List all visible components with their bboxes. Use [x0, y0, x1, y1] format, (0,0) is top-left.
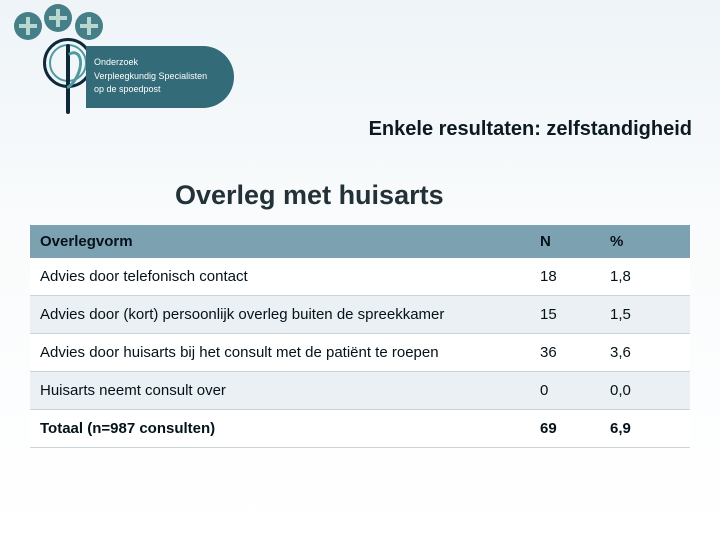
cell-n: 18	[530, 258, 600, 296]
table-total-row: Totaal (n=987 consulten) 69 6,9	[30, 410, 690, 448]
results-table: Overlegvorm N % Advies door telefonisch …	[30, 225, 690, 448]
cell-pct: 1,5	[600, 296, 690, 334]
table-row: Advies door telefonisch contact 18 1,8	[30, 258, 690, 296]
logo-line-1: Onderzoek	[94, 56, 222, 70]
page-title: Enkele resultaten: zelfstandigheid	[369, 118, 692, 141]
plus-icon	[44, 4, 72, 32]
cell-desc: Advies door huisarts bij het consult met…	[30, 334, 530, 372]
table-header-row: Overlegvorm N %	[30, 225, 690, 258]
cell-n: 0	[530, 372, 600, 410]
logo: Onderzoek Verpleegkundig Specialisten op…	[8, 18, 223, 128]
cell-n: 69	[530, 410, 600, 448]
cell-desc: Huisarts neemt consult over	[30, 372, 530, 410]
col-header-pct: %	[600, 225, 690, 258]
cell-pct: 1,8	[600, 258, 690, 296]
cell-n: 36	[530, 334, 600, 372]
logo-line-2: Verpleegkundig Specialisten	[94, 70, 222, 84]
cell-desc: Advies door (kort) persoonlijk overleg b…	[30, 296, 530, 334]
logo-text-pill: Onderzoek Verpleegkundig Specialisten op…	[86, 46, 234, 108]
col-header-n: N	[530, 225, 600, 258]
cell-desc: Advies door telefonisch contact	[30, 258, 530, 296]
col-header-desc: Overlegvorm	[30, 225, 530, 258]
section-title: Overleg met huisarts	[175, 180, 720, 211]
header-banner: Onderzoek Verpleegkundig Specialisten op…	[0, 0, 720, 150]
table-row: Advies door huisarts bij het consult met…	[30, 334, 690, 372]
plus-icon	[14, 12, 42, 40]
cell-pct: 6,9	[600, 410, 690, 448]
cell-pct: 0,0	[600, 372, 690, 410]
plus-icons	[14, 12, 101, 40]
cell-n: 15	[530, 296, 600, 334]
table-row: Huisarts neemt consult over 0 0,0	[30, 372, 690, 410]
plus-icon	[75, 12, 103, 40]
logo-line-3: op de spoedpost	[94, 83, 222, 97]
table-row: Advies door (kort) persoonlijk overleg b…	[30, 296, 690, 334]
cell-desc: Totaal (n=987 consulten)	[30, 410, 530, 448]
cell-pct: 3,6	[600, 334, 690, 372]
